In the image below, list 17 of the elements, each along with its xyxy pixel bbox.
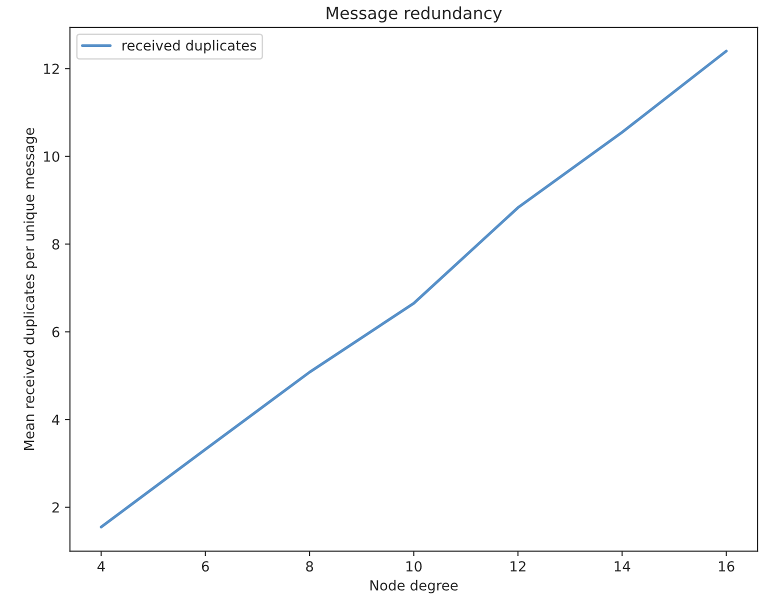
y-tick-label: 4 <box>52 414 60 425</box>
y-tick-label: 10 <box>44 151 60 162</box>
x-tick-label: 16 <box>719 561 734 572</box>
x-tick-label: 4 <box>97 561 105 572</box>
x-tick-label: 6 <box>202 561 209 572</box>
chart-title: Message redundancy <box>326 6 502 23</box>
legend-label: received duplicates <box>122 40 256 54</box>
x-tick-label: 8 <box>306 561 314 572</box>
y-axis-title: Mean received duplicates per unique message <box>24 128 37 450</box>
y-tick-label: 2 <box>52 502 59 513</box>
x-tick-label: 14 <box>614 561 630 572</box>
y-tick-label: 8 <box>52 239 60 250</box>
y-tick-label: 6 <box>52 326 60 338</box>
x-axis-title: Node degree <box>370 580 458 594</box>
x-tick-label: 10 <box>406 561 422 572</box>
y-tick-label: 12 <box>44 64 59 74</box>
x-tick-label: 12 <box>510 561 526 572</box>
